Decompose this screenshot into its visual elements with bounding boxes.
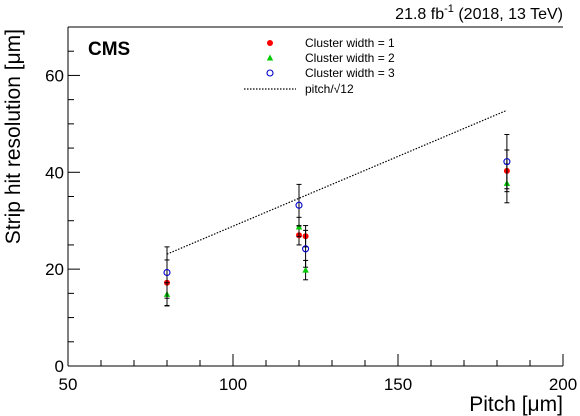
legend-symbol-width-1 <box>267 40 273 46</box>
x-tick-label: 50 <box>59 375 78 394</box>
x-tick-label: 100 <box>219 375 247 394</box>
legend-label-width-1: Cluster width = 1 <box>305 36 395 50</box>
data-point-width-2 <box>302 266 309 273</box>
data-point-width-3 <box>295 201 303 209</box>
y-tick-label: 20 <box>45 260 64 279</box>
lumi-detail: (2018, 13 TeV) <box>454 6 563 23</box>
x-axis-title: Pitch [μm] <box>469 393 563 416</box>
lumi-exponent: -1 <box>444 3 454 15</box>
y-tick-label: 40 <box>45 163 64 182</box>
reference-line-group <box>166 109 508 255</box>
y-tick-label: 0 <box>55 357 64 376</box>
legend-label-width-3: Cluster width = 3 <box>305 66 395 80</box>
legend-label-pitch: pitch/√12 <box>305 82 354 96</box>
x-tick-label: 200 <box>549 375 577 394</box>
legend-marker-width-2 <box>266 54 274 61</box>
legend-marker-width-1 <box>267 40 273 46</box>
data-points <box>163 134 511 307</box>
legend: Cluster width = 1 Cluster width = 2 Clus… <box>244 36 395 96</box>
lumi-label: 21.8 fb-1 (2018, 13 TeV) <box>395 3 563 23</box>
legend-symbol-width-2 <box>266 54 274 61</box>
x-tick-label: 150 <box>384 375 412 394</box>
pitch-sqrt12-line <box>166 109 508 255</box>
experiment-label: CMS <box>88 39 130 60</box>
data-point-width-3 <box>302 245 310 253</box>
lumi-value: 21.8 fb <box>395 6 444 23</box>
axis-ticks: 50 100 150 200 0 20 40 60 <box>45 26 577 394</box>
data-point-width-3 <box>163 268 171 277</box>
legend-label-width-2: Cluster width = 2 <box>305 51 395 65</box>
y-tick-label: 60 <box>45 66 64 85</box>
data-point-width-3 <box>503 158 511 166</box>
legend-symbol-width-3 <box>266 69 274 77</box>
legend-marker-width-3 <box>266 69 274 77</box>
y-axis-title: Strip hit resolution [μm] <box>2 29 25 244</box>
